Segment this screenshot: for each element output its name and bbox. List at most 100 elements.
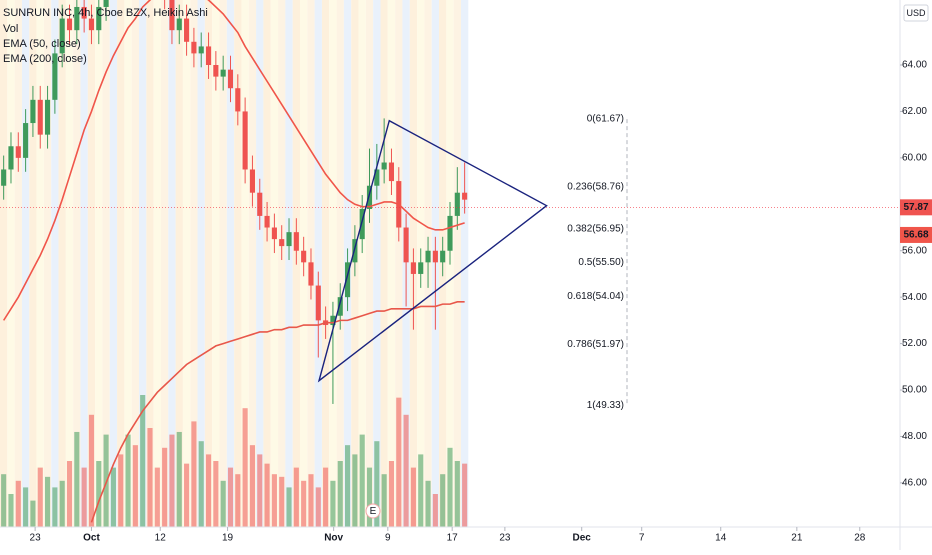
candle-body xyxy=(410,262,416,274)
x-tick-label: 23 xyxy=(30,533,42,544)
session-stripe xyxy=(43,0,52,527)
y-tick-label: 56.00 xyxy=(902,245,927,256)
volume-bar xyxy=(330,480,336,527)
session-stripe xyxy=(139,0,147,527)
plot: 0(61.67) 0.236(58.76) 0.382(56.95) 0.5(55.5… xyxy=(0,0,900,527)
session-stripe xyxy=(453,0,461,527)
candle-body xyxy=(308,262,314,286)
candle-body xyxy=(169,0,175,31)
volume-bar xyxy=(345,445,351,527)
candle-body xyxy=(271,227,277,240)
y-tick-label: 62.00 xyxy=(902,106,927,117)
volume-bar xyxy=(213,461,219,527)
x-tick-label: 12 xyxy=(155,533,167,544)
session-stripe xyxy=(395,0,403,527)
session-stripe xyxy=(234,0,242,527)
candle-body xyxy=(15,146,21,158)
session-stripe xyxy=(373,0,381,527)
fib-label: 0.618(54.04) xyxy=(567,291,624,302)
session-stripe xyxy=(321,0,330,527)
volume-bar xyxy=(198,441,204,527)
legend-vol: Vol xyxy=(3,23,18,35)
y-tick-label: 50.00 xyxy=(902,385,927,396)
session-stripe xyxy=(248,0,257,527)
volume-bar xyxy=(23,487,29,527)
volume-bar xyxy=(432,494,438,527)
candle-body xyxy=(418,262,424,274)
session-stripe xyxy=(80,0,88,527)
candle-body xyxy=(220,69,226,77)
candle-body xyxy=(293,232,299,251)
session-stripe xyxy=(117,0,125,527)
y-tick-label: 52.00 xyxy=(902,338,927,349)
volume-bar xyxy=(425,480,431,527)
volume-bar xyxy=(96,461,102,527)
candle-body xyxy=(315,285,321,321)
x-tick-label: Nov xyxy=(324,533,343,544)
volume-bar xyxy=(220,480,226,527)
price-label: 56.68 xyxy=(903,230,928,241)
session-stripe xyxy=(0,0,8,527)
session-stripe xyxy=(65,0,74,527)
volume-bar xyxy=(279,476,285,527)
session-stripe xyxy=(212,0,220,527)
y-tick-label: 54.00 xyxy=(902,292,927,303)
volume-bar xyxy=(249,445,255,527)
volume-bar xyxy=(293,467,299,527)
session-stripe xyxy=(36,0,44,527)
volume-bar xyxy=(257,454,263,527)
candle-body xyxy=(352,239,358,263)
volume-bar xyxy=(162,447,168,527)
candle-body xyxy=(374,169,380,186)
candle-body xyxy=(388,162,395,182)
session-stripe xyxy=(160,0,169,527)
y-tick-label: 46.00 xyxy=(902,478,927,489)
candle-body xyxy=(264,215,270,228)
session-stripe xyxy=(58,0,66,527)
volume-bar xyxy=(286,487,292,527)
triangle-pattern xyxy=(317,119,548,383)
session-stripe xyxy=(131,0,140,527)
volume-bar xyxy=(235,474,241,527)
session-stripe xyxy=(21,0,30,527)
candle-body xyxy=(462,192,468,200)
session-stripe xyxy=(460,0,469,527)
session-stripe xyxy=(124,0,132,527)
volume-bar xyxy=(118,454,124,527)
volume-bar xyxy=(454,461,460,527)
volume-bar xyxy=(169,434,175,527)
ema-line xyxy=(2,0,465,321)
title: SUNRUN INC, 4h, Cboe BZX, Heikin Ashi xyxy=(3,7,208,19)
candle-body xyxy=(345,262,351,298)
candle-body xyxy=(205,46,212,66)
candle-body xyxy=(81,6,87,19)
session-stripe xyxy=(190,0,198,527)
volume-bar xyxy=(15,480,21,527)
ema-line xyxy=(90,301,465,523)
x-tick-label: 28 xyxy=(854,533,866,544)
session-stripe xyxy=(380,0,388,527)
candle-body xyxy=(425,250,431,263)
volume-bar xyxy=(308,474,314,527)
volume-bar xyxy=(176,431,182,527)
session-stripe xyxy=(329,0,337,527)
session-stripe xyxy=(365,0,374,527)
candle-body xyxy=(176,18,182,31)
y-tick-label: 60.00 xyxy=(902,153,927,164)
candle-body xyxy=(381,162,387,170)
fib-label: 0.786(51.97) xyxy=(567,339,624,350)
session-stripe xyxy=(197,0,205,527)
candle-body xyxy=(359,208,365,240)
x-tick-label: 9 xyxy=(385,533,391,544)
volume-bar xyxy=(205,454,212,527)
session-stripe xyxy=(153,0,161,527)
volume-bar xyxy=(132,445,138,527)
volume-bar xyxy=(242,408,248,527)
volume-bar xyxy=(140,395,146,527)
legend-ema200: EMA (200, close) xyxy=(3,53,87,65)
x-tick-label: 14 xyxy=(715,533,727,544)
volume-bar xyxy=(184,463,190,527)
session-stripe xyxy=(146,0,154,527)
